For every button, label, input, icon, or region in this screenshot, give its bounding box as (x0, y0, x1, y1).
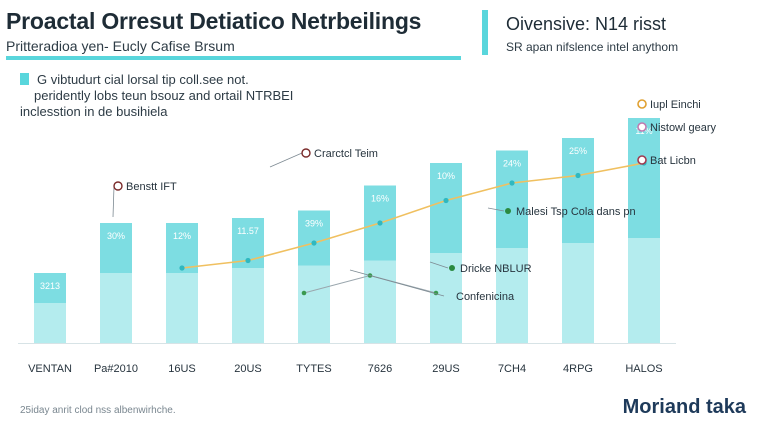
trend-point (377, 220, 383, 226)
annotation-icon (301, 148, 311, 158)
bar-value-label: 30% (107, 231, 125, 241)
bar-value-label: 10% (437, 171, 455, 181)
description-block: G vibtudurt cial lorsal tip coll.see not… (20, 72, 320, 120)
header-divider (482, 10, 488, 55)
description-line-1: G vibtudurt cial lorsal tip coll.see not… (37, 72, 249, 87)
bar-lower-segment (496, 248, 528, 343)
bar-value-label: 3213 (40, 281, 60, 291)
bar-value-label: 16% (371, 194, 389, 204)
trend-line (181, 162, 645, 269)
annotation-label: Confenicina (456, 291, 515, 303)
annotation-label: Dricke NBLUR (460, 263, 532, 275)
annotation-label: Benstt IFT (126, 181, 177, 193)
title-underline (6, 56, 461, 60)
x-tick-label: TYTES (296, 363, 331, 375)
annotation-leader (349, 269, 445, 297)
trend-point (311, 240, 317, 246)
x-tick-label: 29US (432, 363, 460, 375)
x-tick-label: VENTAN (28, 363, 72, 375)
legend-label: Iupl Einchi (650, 99, 701, 111)
legend-marker (637, 122, 647, 132)
trend-point (245, 257, 251, 264)
annotation-leader (487, 207, 505, 212)
bar-lower-segment (430, 253, 462, 343)
side-title: Oivensive: N14 risst (506, 14, 667, 34)
x-tick-label: 20US (234, 363, 262, 375)
legend-marker (637, 155, 647, 165)
x-tick-label: Pa#2010 (94, 363, 138, 375)
x-tick-label: 4RPG (563, 363, 593, 375)
annotation-icon (113, 181, 123, 191)
chart-title: Proactal Orresut Detiatico Netrbeilings (6, 8, 422, 34)
brand-logo-text: Moriand taka (622, 396, 746, 418)
description-marker (20, 73, 29, 85)
x-tick-label: 7626 (368, 363, 392, 375)
legend-label: Bat Licbn (650, 155, 696, 167)
annotation-label: Crarctcl Teim (314, 148, 378, 160)
bar-lower-segment (166, 273, 198, 343)
bar-lower-segment (364, 260, 396, 343)
description-line-3: inclesstion in de busihiela (20, 104, 168, 119)
annotation-label: Malesi Tsp Cola dans pn (516, 206, 636, 218)
bar-lower-segment (100, 273, 132, 343)
bar-value-label: 25% (569, 146, 587, 156)
x-tick-label: 16US (168, 363, 196, 375)
annotation-leader (269, 152, 303, 168)
annotation-leader (112, 185, 115, 218)
bar-lower-segment (34, 303, 66, 343)
x-tick-label: 7CH4 (498, 363, 526, 375)
trend-point (575, 172, 581, 179)
annotation-icon (505, 208, 511, 214)
annotation-leader (429, 261, 449, 269)
legend-label: Nistowl geary (650, 122, 717, 134)
annotation-icon (449, 265, 455, 271)
description-line-2: peridently lobs teun bsouz and ortail NT… (34, 88, 294, 103)
trend-point (179, 265, 185, 271)
bar-value-label: 24% (503, 159, 521, 169)
trend-point (509, 180, 515, 186)
side-subtitle: SR apan nifslence intel anythom (506, 40, 679, 54)
bar-value-label: 12% (173, 231, 191, 241)
trend-point (443, 197, 449, 204)
bar-lower-segment (298, 265, 330, 343)
x-tick-label: HALOS (625, 363, 662, 375)
bar-lower-segment (232, 268, 264, 343)
bar-value-label: 39% (305, 219, 323, 229)
bar-lower-segment (628, 238, 660, 343)
footnote: 25iday anrit clod nss albenwirhche. (20, 405, 176, 416)
bar-lower-segment (562, 243, 594, 343)
bar-value-label: 11.57 (237, 226, 259, 236)
legend-marker (637, 99, 647, 109)
chart-subtitle: Pritteradioa yen- Eucly Cafise Brsum (6, 38, 235, 54)
secondary-point (301, 290, 307, 296)
